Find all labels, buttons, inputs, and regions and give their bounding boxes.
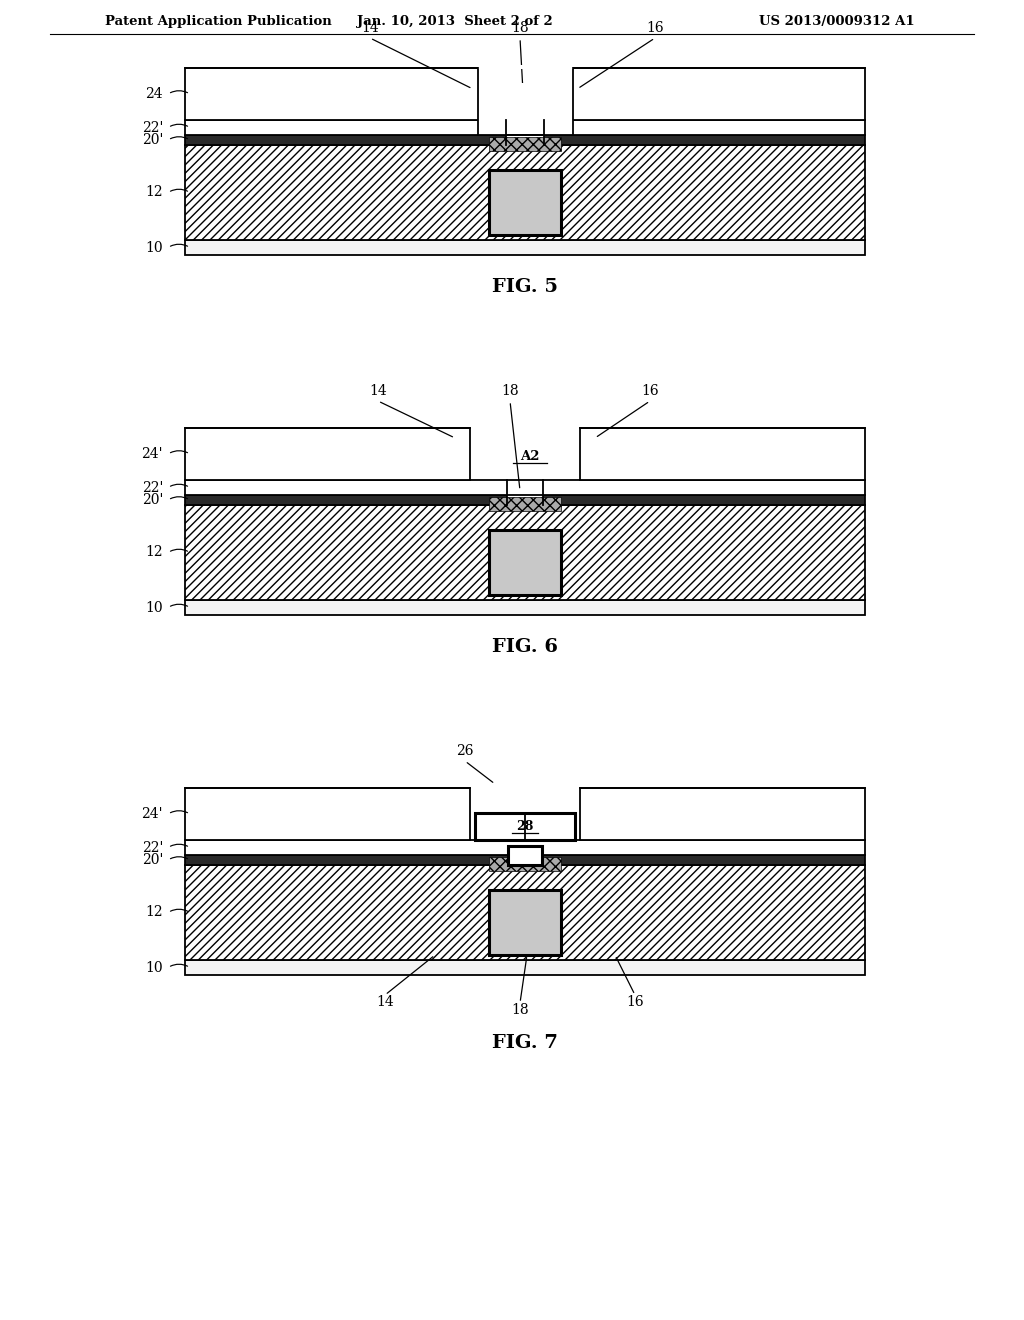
Text: 16: 16 (641, 384, 658, 399)
Bar (489, 170, 561, 235)
Bar (489, 531, 561, 595)
Bar (507, 490, 543, 506)
Bar (185, 120, 865, 135)
Bar (185, 495, 865, 506)
Text: 24: 24 (145, 87, 163, 102)
Text: 28: 28 (516, 820, 534, 833)
Text: 10: 10 (145, 240, 163, 255)
Bar (185, 506, 865, 601)
Text: FIG. 7: FIG. 7 (493, 1034, 558, 1052)
Text: 20': 20' (141, 133, 163, 147)
Text: US 2013/0009312 A1: US 2013/0009312 A1 (760, 16, 915, 29)
Text: 14: 14 (369, 384, 387, 399)
Bar (580, 428, 865, 480)
Text: 22': 22' (141, 480, 163, 495)
Text: 16: 16 (646, 21, 664, 36)
Bar (185, 145, 865, 240)
Bar (489, 137, 561, 150)
Text: 12: 12 (145, 906, 163, 920)
Bar (489, 857, 561, 871)
Bar (506, 129, 544, 145)
Text: A2: A2 (520, 450, 540, 463)
Text: 10: 10 (145, 601, 163, 615)
Bar (580, 788, 865, 840)
Text: 14: 14 (361, 21, 379, 36)
Bar (185, 840, 865, 855)
Bar (185, 428, 470, 480)
Bar (185, 960, 865, 975)
Text: FIG. 5: FIG. 5 (492, 279, 558, 296)
Text: 18: 18 (511, 21, 528, 36)
Bar (508, 846, 542, 865)
Bar (185, 601, 865, 615)
Bar (185, 788, 470, 840)
Text: 24': 24' (141, 807, 163, 821)
Bar (477, 65, 572, 69)
Bar (185, 480, 865, 495)
Text: 12: 12 (145, 186, 163, 199)
Bar (489, 890, 561, 954)
Text: 20': 20' (141, 492, 163, 507)
Bar (185, 855, 865, 865)
Text: 18: 18 (501, 384, 519, 399)
Bar (185, 135, 865, 145)
Text: Jan. 10, 2013  Sheet 2 of 2: Jan. 10, 2013 Sheet 2 of 2 (357, 16, 553, 29)
Text: 12: 12 (145, 545, 163, 560)
Text: 18: 18 (511, 1003, 528, 1016)
Text: 26: 26 (457, 744, 474, 758)
Text: 22': 22' (141, 841, 163, 854)
Bar (489, 498, 561, 511)
Bar (185, 69, 865, 120)
Text: 14: 14 (376, 995, 394, 1008)
Text: 16: 16 (627, 995, 644, 1008)
Bar (185, 240, 865, 255)
Bar (475, 813, 575, 840)
Text: Patent Application Publication: Patent Application Publication (105, 16, 332, 29)
Text: 24': 24' (141, 447, 163, 461)
Text: 22': 22' (141, 120, 163, 135)
Text: FIG. 6: FIG. 6 (492, 638, 558, 656)
Bar (477, 83, 572, 135)
Text: 10: 10 (145, 961, 163, 974)
Text: 20': 20' (141, 853, 163, 867)
Bar (185, 865, 865, 960)
